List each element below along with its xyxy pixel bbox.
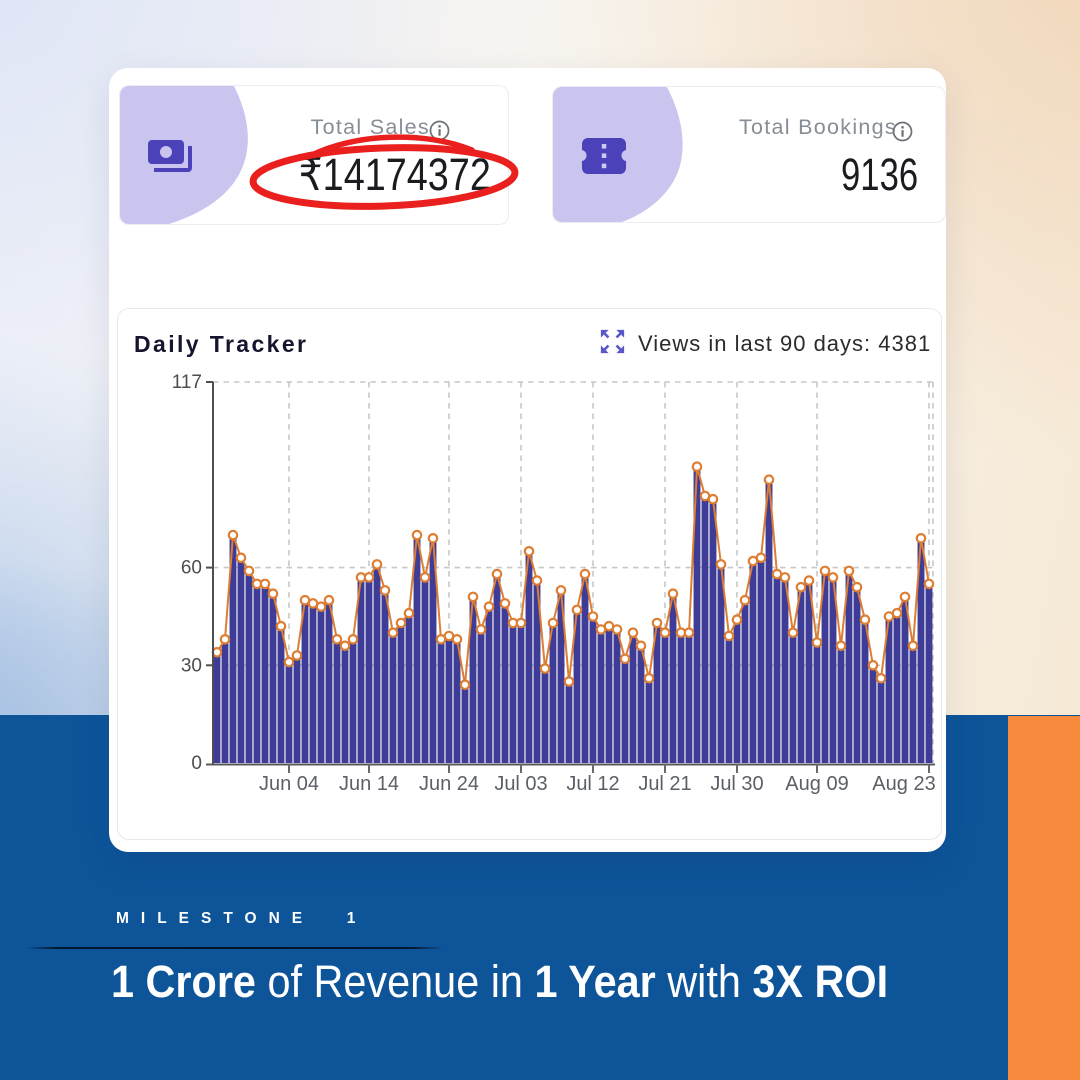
svg-text:Jul 03: Jul 03 xyxy=(494,773,547,795)
svg-text:0: 0 xyxy=(191,753,202,774)
svg-text:Jun 14: Jun 14 xyxy=(339,773,399,795)
svg-text:30: 30 xyxy=(181,655,202,676)
svg-text:Jul 30: Jul 30 xyxy=(710,773,763,795)
svg-text:Aug 23: Aug 23 xyxy=(872,773,935,795)
svg-text:Jun 04: Jun 04 xyxy=(259,773,319,795)
svg-text:60: 60 xyxy=(181,558,202,579)
svg-text:Aug 09: Aug 09 xyxy=(785,773,848,795)
svg-text:Jul 21: Jul 21 xyxy=(638,773,691,795)
svg-text:Jun 24: Jun 24 xyxy=(419,773,479,795)
svg-text:Jul 12: Jul 12 xyxy=(566,773,619,795)
svg-text:117: 117 xyxy=(172,372,202,393)
